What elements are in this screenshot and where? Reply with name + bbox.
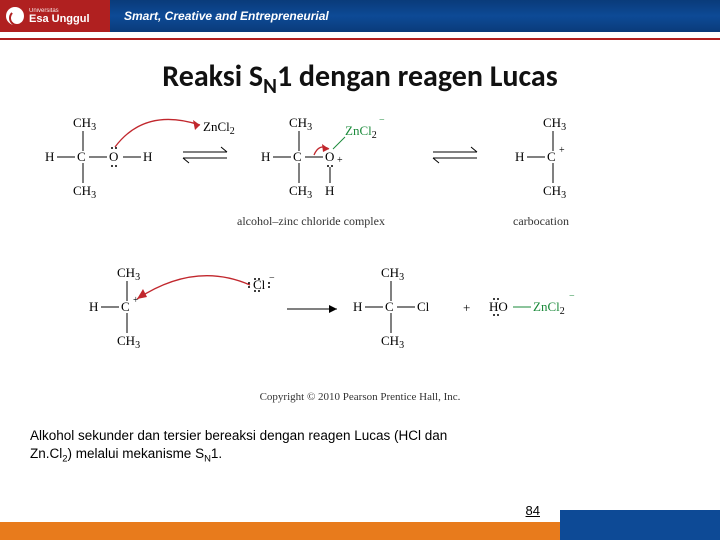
svg-text:CH3: CH3 <box>543 183 566 201</box>
svg-text:CH3: CH3 <box>117 265 140 283</box>
svg-text:C: C <box>121 299 130 314</box>
title-sub: N <box>263 73 277 99</box>
svg-text:CH3: CH3 <box>73 115 96 133</box>
svg-text:+: + <box>337 155 343 166</box>
svg-text:H: H <box>353 299 362 314</box>
body-end: 1. <box>211 446 222 461</box>
svg-text:CH3: CH3 <box>289 115 312 133</box>
svg-text:CH3: CH3 <box>381 333 404 351</box>
university-logo: Universitas Esa Unggul <box>0 0 110 32</box>
header-tagline: Smart, Creative and Entrepreneurial <box>124 9 329 23</box>
svg-text:ZnCl2: ZnCl2 <box>203 119 235 137</box>
svg-text:CH3: CH3 <box>73 183 96 201</box>
reaction-diagram: CH3 H C O H CH3 ZnCl2 CH3 H C O + <box>0 107 720 387</box>
footer-blue-box <box>560 510 720 540</box>
svg-text:+: + <box>133 295 139 306</box>
svg-text:ZnCl2: ZnCl2 <box>345 123 377 141</box>
body-zn: Zn <box>30 446 46 461</box>
header-bar: Universitas Esa Unggul Smart, Creative a… <box>0 0 720 32</box>
svg-text:alcohol–zinc chloride complex: alcohol–zinc chloride complex <box>237 214 385 228</box>
copyright-text: Copyright © 2010 Pearson Prentice Hall, … <box>0 391 720 403</box>
svg-text:H: H <box>45 149 54 164</box>
svg-text:−: − <box>379 115 385 126</box>
svg-text:HO: HO <box>489 299 508 314</box>
svg-text:C: C <box>547 149 556 164</box>
footer <box>0 510 720 540</box>
svg-text:+: + <box>463 300 470 315</box>
body-subn: N <box>204 454 211 465</box>
title-pre: Reaksi S <box>162 58 263 95</box>
svg-text:ZnCl2: ZnCl2 <box>533 299 565 317</box>
logo-icon <box>6 7 24 25</box>
logo-small-text: Universitas <box>29 8 90 14</box>
svg-text:H: H <box>143 149 152 164</box>
footer-orange-bar <box>0 522 565 540</box>
svg-text:−: − <box>569 291 575 302</box>
svg-text:C: C <box>77 149 86 164</box>
page-title: Reaksi SN1 dengan reagen Lucas <box>0 58 720 99</box>
svg-text:CH3: CH3 <box>543 115 566 133</box>
svg-text:H: H <box>515 149 524 164</box>
svg-text:C: C <box>293 149 302 164</box>
svg-text:H: H <box>325 183 334 198</box>
svg-text:CH3: CH3 <box>381 265 404 283</box>
logo-name: Esa Unggul <box>29 14 90 25</box>
svg-text:O: O <box>109 149 118 164</box>
header-divider <box>0 38 720 40</box>
svg-text:−: − <box>269 273 275 284</box>
body-line1: Alkohol sekunder dan tersier bereaksi de… <box>30 428 447 443</box>
svg-text:carbocation: carbocation <box>513 214 569 228</box>
title-post: 1 dengan reagen Lucas <box>277 58 558 95</box>
svg-text:H: H <box>89 299 98 314</box>
svg-text:C: C <box>385 299 394 314</box>
svg-text:H: H <box>261 149 270 164</box>
svg-text:Cl: Cl <box>417 299 430 314</box>
svg-text:CH3: CH3 <box>117 333 140 351</box>
svg-text:CH3: CH3 <box>289 183 312 201</box>
svg-text:O: O <box>325 149 334 164</box>
body-cl: Cl <box>50 446 63 461</box>
svg-text:+: + <box>559 145 565 156</box>
body-mech: ) melalui mekanisme S <box>68 446 205 461</box>
body-paragraph: Alkohol sekunder dan tersier bereaksi de… <box>30 427 690 467</box>
